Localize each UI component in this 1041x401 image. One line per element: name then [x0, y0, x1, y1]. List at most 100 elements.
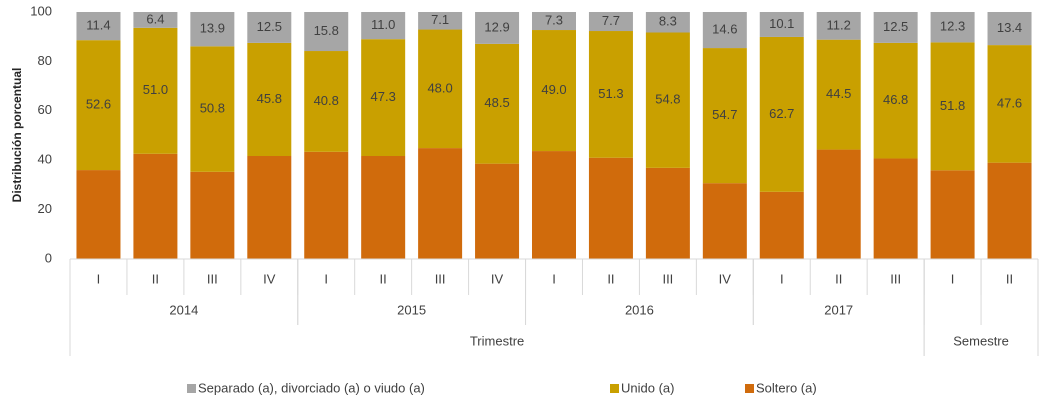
data-label: 52.6 — [86, 97, 111, 112]
legend-label: Unido (a) — [621, 380, 674, 395]
bar-segment — [759, 36, 804, 192]
legend-swatch — [610, 384, 619, 393]
legend-label: Separado (a), divorciado (a) o viudo (a) — [198, 380, 425, 395]
x-tick-label: IV — [719, 271, 732, 286]
bar-segment — [702, 12, 747, 49]
bar-segment — [247, 156, 292, 259]
legend-label: Soltero (a) — [756, 380, 817, 395]
data-label: 54.7 — [712, 107, 737, 122]
data-label: 51.8 — [940, 98, 965, 113]
x-tick-label: I — [780, 271, 784, 286]
data-label: 62.7 — [769, 106, 794, 121]
bar-segment — [475, 43, 520, 164]
bar-segment — [361, 39, 406, 157]
data-label: 13.9 — [200, 21, 225, 36]
data-label: 47.3 — [371, 89, 396, 104]
bar-segment — [418, 148, 463, 259]
bar-segment — [475, 163, 520, 259]
x-tick-label: III — [662, 271, 673, 286]
bar-segment — [76, 40, 121, 171]
bar-segment — [532, 30, 576, 152]
x-tick-label: II — [835, 271, 842, 286]
bar-segment — [361, 12, 406, 40]
bar-segment — [702, 183, 747, 259]
bar-segment — [588, 157, 633, 259]
bar-segment — [816, 39, 861, 150]
x-tick-label: III — [435, 271, 446, 286]
data-label: 46.8 — [883, 92, 908, 107]
x-year-label: 2014 — [169, 302, 198, 317]
data-label: 6.4 — [146, 11, 164, 26]
data-label: 7.1 — [431, 12, 449, 27]
data-label: 44.5 — [826, 86, 851, 101]
y-tick-label: 0 — [45, 250, 52, 265]
data-label: 50.8 — [200, 101, 225, 116]
legend-swatch — [745, 384, 754, 393]
x-tick-label: II — [380, 271, 387, 286]
bar-segment — [930, 12, 975, 43]
bar-segment — [873, 12, 918, 43]
data-label: 12.3 — [940, 19, 965, 34]
bar-segment — [532, 12, 576, 31]
bar-segment — [190, 171, 235, 259]
bar-segment — [190, 12, 235, 47]
bar-segment — [304, 51, 349, 152]
data-label: 47.6 — [997, 95, 1022, 110]
bar-segment — [304, 151, 349, 259]
bar-segment — [304, 12, 349, 52]
data-label: 11.0 — [371, 17, 395, 32]
bar-segment — [133, 27, 178, 154]
bar-segment — [873, 42, 918, 159]
y-tick-label: 20 — [38, 201, 52, 216]
data-label: 10.1 — [769, 16, 794, 31]
x-tick-label: II — [152, 271, 159, 286]
x-tick-label: II — [607, 271, 614, 286]
data-label: 11.4 — [86, 18, 110, 33]
bar-segment — [645, 32, 690, 168]
x-tick-label: IV — [491, 271, 504, 286]
data-label: 7.7 — [602, 13, 620, 28]
bar-segment — [759, 12, 804, 37]
y-tick-label: 100 — [30, 3, 52, 18]
data-label: 40.8 — [314, 93, 339, 108]
data-label: 51.0 — [143, 82, 168, 97]
bar-segment — [759, 191, 804, 259]
data-label: 54.8 — [655, 92, 680, 107]
y-axis-title: Distribución porcentual — [10, 68, 24, 203]
bar-segment — [987, 162, 1032, 259]
data-label: 48.5 — [484, 95, 509, 110]
y-tick-label: 40 — [38, 152, 52, 167]
bar-segment — [816, 12, 861, 40]
data-label: 12.5 — [883, 19, 908, 34]
data-label: 45.8 — [257, 91, 282, 106]
bar-segment — [930, 170, 975, 259]
x-tick-label: I — [324, 271, 328, 286]
bar-segment — [247, 42, 292, 157]
bar-segment — [987, 12, 1032, 46]
x-group-label: Semestre — [953, 333, 1009, 348]
bar-segment — [816, 149, 861, 259]
bar-segment — [133, 12, 178, 28]
bar-segment — [588, 31, 633, 158]
bar-segment — [247, 12, 292, 43]
data-label: 13.4 — [997, 20, 1022, 35]
bar-segment — [190, 46, 235, 172]
x-tick-label: II — [1006, 271, 1013, 286]
bar-segment — [645, 167, 690, 259]
bar-segment — [76, 12, 121, 41]
bar-segment — [475, 12, 520, 44]
data-label: 11.2 — [827, 17, 851, 32]
bar-segment — [133, 153, 178, 259]
data-label: 48.0 — [427, 80, 452, 95]
x-group-label: Trimestre — [470, 333, 524, 348]
x-year-label: 2017 — [824, 302, 853, 317]
bar-segment — [930, 42, 975, 171]
x-tick-label: III — [207, 271, 218, 286]
x-tick-label: I — [951, 271, 955, 286]
bar-segment — [645, 12, 690, 33]
x-tick-label: III — [890, 271, 901, 286]
data-label: 7.3 — [545, 12, 563, 27]
bar-segment — [418, 29, 463, 149]
bar-segment — [532, 151, 576, 259]
